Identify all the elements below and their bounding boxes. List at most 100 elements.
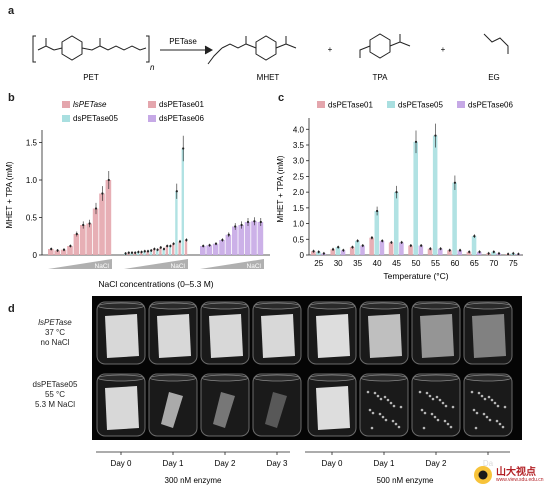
bar [48,249,54,255]
row1-temp: 37 °C [44,328,66,337]
eg-chain [483,33,509,54]
x-axis-label: Temperature (°C) [383,271,448,281]
compound-pet: PET [83,73,99,82]
data-point [69,244,72,248]
chart-b: 0 0.5 1.0 1.5 MHET + TPA (mM) NaCl concentrat… [5,100,270,289]
film-fragment [431,397,435,401]
y-tick-label: 1.0 [26,176,38,185]
film-fragment [379,397,383,401]
bar [168,246,172,255]
watermark-url: www.view.sdu.edu.cn [496,477,544,483]
bar [452,182,457,255]
tube-rim [149,302,197,310]
film-fragment [392,404,396,408]
panel-label-a: a [8,5,15,17]
bar [178,241,181,255]
watermark-logo-icon [474,466,492,484]
bar [369,237,374,255]
data-point [227,233,230,236]
film-fragment [433,415,437,419]
tube-rim [97,302,145,310]
legend-swatch [457,101,465,108]
film-fragment [477,391,481,395]
y-tick-label: 0.5 [293,235,305,244]
film-fragment [472,408,476,412]
bar [159,247,162,255]
data-point [492,250,495,253]
data-point [409,244,412,247]
tube-rim [412,302,460,310]
data-point [175,190,178,193]
bar [438,248,443,255]
data-point [94,207,98,210]
bar [355,240,360,255]
film-fragment [436,418,440,422]
data-point [150,249,153,252]
legend-label: dsPETase01 [328,101,373,110]
data-point [240,223,243,227]
film-fragment [483,397,487,401]
data-point [124,252,127,255]
film-fragment [475,411,479,415]
pet-film [105,386,139,430]
watermark: 山大视点 www.view.sdu.edu.cn [470,460,548,490]
x-tick-label: 55 [431,259,440,268]
bar [175,191,178,255]
bar [67,246,73,255]
legend-label: dsPETase05 [398,101,443,110]
bar [60,249,67,255]
row2-enzyme: dsPETase05 [32,380,78,389]
film-fragment [444,404,448,408]
compound-tpa: TPA [373,73,389,82]
data-point [375,209,379,213]
film-fragment [418,390,422,394]
bar [143,251,146,255]
reaction-scheme: PETase n PET MHET TPA EG + + [32,33,509,82]
y-tick-label: 2.5 [293,172,305,181]
film-fragment [423,411,427,415]
x-tick-label: 35 [353,259,362,268]
pet-ring [61,35,83,61]
data-point [159,246,162,249]
data-point [497,252,501,255]
row2-salt: 5.3 M NaCl [34,400,75,409]
bar [408,245,413,255]
film-fragment [428,394,432,398]
tube-rim [464,302,512,310]
film-fragment [383,395,387,399]
pet-film [261,314,295,358]
day-label: Day 2 [426,459,447,468]
film-fragment [493,401,497,405]
bar [457,250,463,255]
tube-rim [308,302,356,310]
x-tick-label: 30 [334,259,343,268]
film-fragment [368,408,372,412]
nacl-wedge [124,259,188,269]
nacl-wedge [48,259,112,269]
nacl-wedge-label: NaCl [247,263,262,270]
data-point [162,247,166,251]
y-tick-label: 1.5 [26,139,38,148]
film-fragment [446,422,450,426]
data-point [395,191,398,194]
data-point [143,250,146,253]
tube-rim [412,374,460,382]
data-point [130,251,134,254]
chart-c: 0 0.5 1.0 1.5 2.0 2.5 3.0 3.5 4.0 MHET + TPA (mM)… [276,101,523,281]
data-point [82,223,85,227]
tube-rim [360,374,408,382]
film-fragment [381,415,385,419]
bar [140,252,143,255]
film-fragment [394,422,398,426]
y-tick-label: 3.0 [293,157,305,166]
data-point [246,220,250,224]
film-fragment [495,419,499,423]
bar [162,249,165,255]
tube [200,373,250,437]
film-fragment [480,394,484,398]
film-fragment [501,425,505,429]
row2-temp: 55 °C [44,390,66,399]
bar [172,243,175,255]
data-point [202,244,205,248]
film-fragment [503,405,507,409]
